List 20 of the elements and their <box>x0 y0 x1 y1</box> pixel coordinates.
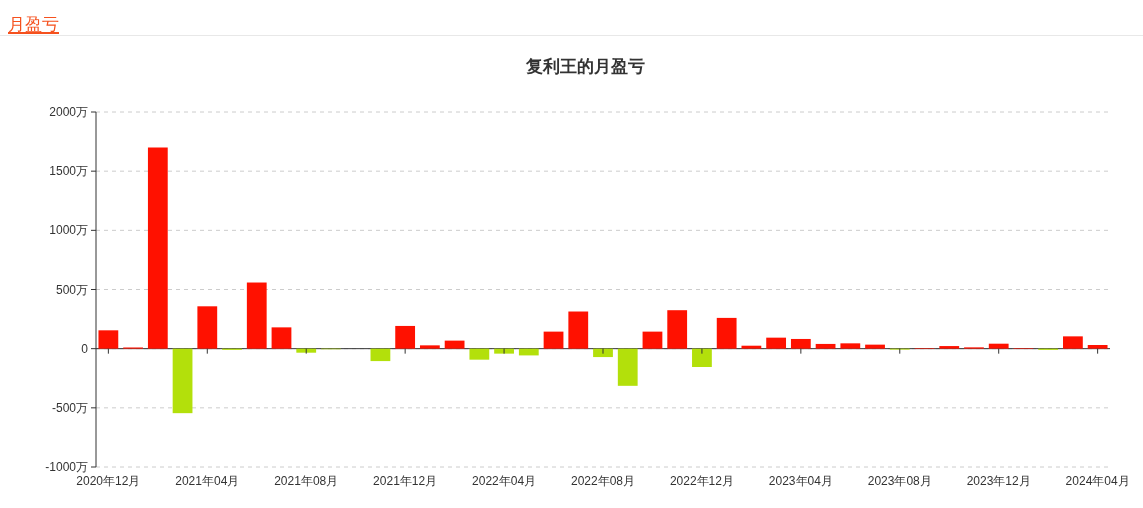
y-tick-label: -1000万 <box>45 460 88 474</box>
x-tick-label: 2021年12月 <box>373 474 438 488</box>
y-tick-label: 2000万 <box>49 105 88 119</box>
x-tick-label: 2022年08月 <box>570 474 636 488</box>
x-tick-label: 2021年04月 <box>175 474 240 488</box>
annotation: 月盈亏 <box>8 15 59 34</box>
x-tick-label: 2024年04月 <box>1065 474 1130 488</box>
x-tick-label: 2021年08月 <box>274 474 339 488</box>
y-tick-label: -500万 <box>51 400 88 415</box>
y-tick-label: 500万 <box>55 282 88 297</box>
chart-title: 复利王的月盈亏 <box>524 57 645 76</box>
x-tick-label: 2022年04月 <box>472 474 537 488</box>
x-tick-label: 2022年12月 <box>669 474 734 488</box>
x-tick-label: 2020年12月 <box>76 474 141 488</box>
y-tick-label: 1000万 <box>49 223 88 238</box>
y-tick-label: 0 <box>81 341 89 356</box>
x-tick-label: 2023年08月 <box>867 474 932 488</box>
x-tick-label: 2023年04月 <box>768 474 833 488</box>
x-tick-label: 2023年12月 <box>966 474 1031 488</box>
y-tick-label: 1500万 <box>49 164 88 179</box>
